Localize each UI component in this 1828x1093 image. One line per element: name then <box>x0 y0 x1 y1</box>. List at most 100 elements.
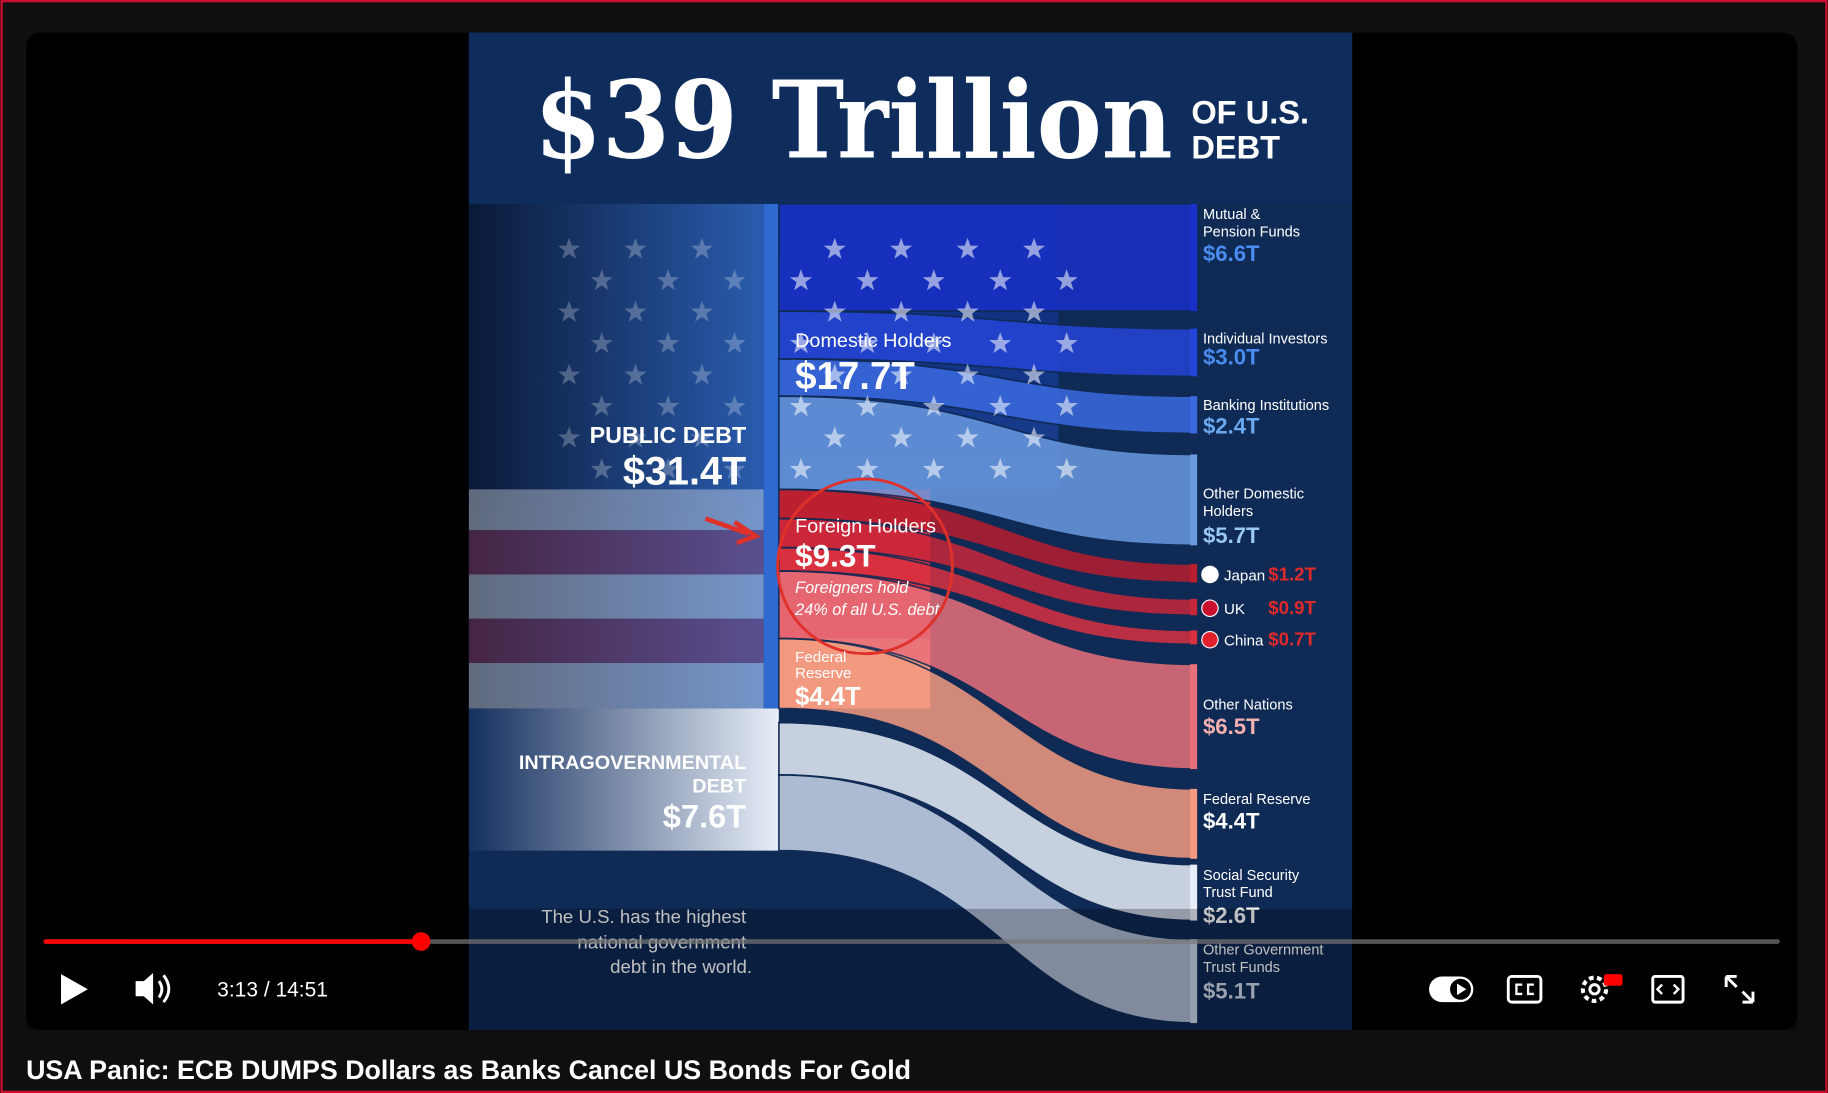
star <box>590 457 613 480</box>
star <box>789 332 813 354</box>
holder-bar <box>1190 664 1198 770</box>
intragovernmental-value: $7.6T <box>663 797 746 834</box>
stripe <box>468 574 764 619</box>
star <box>624 363 647 385</box>
flows <box>777 203 1196 1024</box>
flag <box>1201 565 1219 584</box>
progress-track[interactable] <box>43 939 1780 944</box>
intragovernmental-column <box>468 708 779 851</box>
holder-label: UK <box>1224 601 1245 618</box>
holder-label: Banking Institutions <box>1203 398 1329 414</box>
star <box>989 332 1012 354</box>
holder-label: Pension Funds <box>1203 225 1300 241</box>
star <box>890 300 913 322</box>
star <box>956 237 979 259</box>
star <box>890 426 913 448</box>
star <box>624 300 647 322</box>
star <box>856 332 879 354</box>
fed-value: $4.4T <box>795 683 861 711</box>
flow <box>777 395 1196 547</box>
fed-label: Reserve <box>795 665 851 682</box>
flag <box>1201 599 1219 617</box>
headline: $39 Trillion <box>534 57 1173 183</box>
holder-bar <box>1190 328 1198 377</box>
holder-value: $3.0T <box>1203 345 1260 370</box>
star <box>922 269 945 291</box>
settings-button[interactable] <box>1580 974 1623 1003</box>
star <box>890 363 913 385</box>
star <box>956 363 979 385</box>
star <box>590 332 613 354</box>
domestic-label: Domestic Holders <box>795 330 951 352</box>
progress-handle[interactable] <box>411 932 431 951</box>
foreign-note: 24% of all U.S. debt <box>794 601 941 619</box>
star <box>823 300 846 322</box>
stars <box>558 237 1078 480</box>
holder-label: Other Government <box>1203 942 1323 958</box>
star <box>590 269 613 291</box>
star <box>558 300 581 322</box>
star <box>922 457 945 480</box>
star <box>558 363 581 385</box>
star <box>823 426 846 448</box>
holder-bar <box>1190 630 1198 645</box>
public-debt-label: PUBLIC DEBT <box>590 422 747 448</box>
star <box>723 457 746 480</box>
headline-suffix: OF U.S. <box>1191 94 1309 131</box>
star <box>657 332 680 354</box>
star <box>956 300 979 322</box>
holder-value: $5.7T <box>1203 523 1260 548</box>
star <box>823 363 846 385</box>
hd-badge <box>1603 974 1623 986</box>
holder-value: $5.1T <box>1203 979 1260 1004</box>
star <box>856 457 879 480</box>
holder-label: Holders <box>1203 504 1253 520</box>
star <box>989 457 1012 480</box>
star <box>890 237 913 259</box>
holder-label: Social Security <box>1203 868 1300 884</box>
volume-waves <box>157 974 171 1004</box>
arrow <box>704 516 761 546</box>
captions-button[interactable] <box>1506 975 1543 1004</box>
autoplay-toggle[interactable] <box>1429 976 1474 1003</box>
star <box>1055 395 1078 417</box>
star <box>989 269 1012 291</box>
star <box>723 332 746 354</box>
intragovernmental-label: DEBT <box>692 775 746 797</box>
star <box>1055 332 1078 354</box>
progress-played <box>43 939 422 944</box>
volume-button[interactable] <box>135 972 171 1005</box>
star <box>856 269 879 291</box>
miniplayer-button[interactable] <box>1651 975 1685 1004</box>
holder-value: $1.2T <box>1268 563 1316 584</box>
holder-label: Other Domestic <box>1203 487 1304 503</box>
star <box>657 457 680 480</box>
flag <box>1201 630 1219 649</box>
star <box>1055 269 1078 291</box>
star <box>690 426 713 448</box>
holder-value: $2.4T <box>1203 413 1260 438</box>
holder-label: Trust Fund <box>1203 885 1273 901</box>
star <box>1022 363 1046 385</box>
speaker-icon <box>135 972 154 1005</box>
infographic: $39 Trillion OF U.S. DEBT PUBLIC DEBT $3… <box>468 32 1353 1031</box>
play-button[interactable] <box>61 974 88 1005</box>
fullscreen-button[interactable] <box>1724 975 1755 1004</box>
star <box>1022 426 1046 448</box>
foreign-note: Foreigners hold <box>795 579 909 597</box>
star <box>789 395 813 417</box>
holder-bar <box>1190 864 1198 921</box>
star <box>690 363 713 385</box>
star <box>789 457 813 480</box>
holder-bar <box>1190 454 1198 546</box>
holder-label: Mutual & <box>1203 207 1261 223</box>
stripes <box>468 489 764 709</box>
holders: Mutual & Pension Funds$6.6T Individual Inv… <box>1190 203 1329 1024</box>
cc-letters <box>1515 983 1534 996</box>
holder-label: Japan <box>1224 567 1265 584</box>
star <box>657 269 680 291</box>
star <box>922 332 945 354</box>
public-debt-value: $31.4T <box>623 450 746 494</box>
